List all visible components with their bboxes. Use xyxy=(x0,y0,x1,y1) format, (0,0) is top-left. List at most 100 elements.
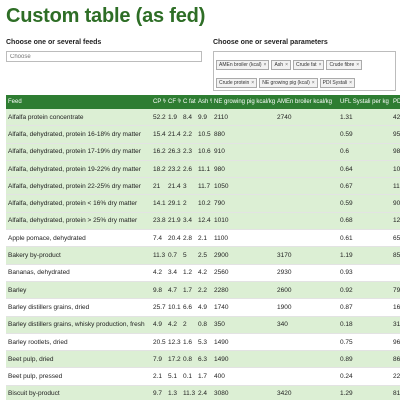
value-cell: 2.1 xyxy=(151,367,166,386)
feed-name-cell: Barley distillers grains, whisky product… xyxy=(6,316,151,334)
table-row[interactable]: Beet pulp, dried 7.9 17.2 0.8 6.3 1490 0.89 86 xyxy=(6,350,400,369)
value-cell: 0.61 xyxy=(338,229,391,248)
value-cell: 25.7 xyxy=(151,298,166,317)
table-row[interactable]: Beet pulp, pressed 2.1 5.1 0.1 1.7 400 0.24 22 xyxy=(6,367,400,386)
column-header[interactable]: AMEn broiler kcal/kg xyxy=(275,95,338,109)
value-cell: 0.7 xyxy=(166,246,181,265)
param-chip[interactable]: AMEn broiler (kcal) × xyxy=(216,60,270,70)
remove-chip-icon[interactable]: × xyxy=(318,62,322,68)
table-row[interactable]: Bakery by-product 11.3 0.7 5 2.5 2900 3170 1.19… xyxy=(6,246,400,265)
table-row[interactable]: Bananas, dehydrated 4.2 3.4 1.2 4.2 2560 2930 0… xyxy=(6,264,400,282)
feed-name-cell: Alfalfa, dehydrated, protein 19-22% dry … xyxy=(6,160,151,179)
value-cell: 7.4 xyxy=(151,229,166,248)
column-header[interactable]: CF % xyxy=(166,95,181,109)
feed-name-cell: Alfalfa, dehydrated, protein 17-19% dry … xyxy=(6,143,151,161)
value-cell: 2.8 xyxy=(181,229,196,248)
table-row[interactable]: Biscuit by-product 9.7 1.3 11.3 2.4 3080 3420 1… xyxy=(6,385,400,400)
value-cell: 2.2 xyxy=(181,125,196,144)
column-header[interactable]: NE growing pig kcal/kg xyxy=(212,95,275,109)
table-row[interactable]: Barley distillers grains, whisky product… xyxy=(6,316,400,334)
value-cell xyxy=(275,125,338,144)
feed-name-cell: Barley rootlets, dried xyxy=(6,333,151,352)
remove-chip-icon[interactable]: × xyxy=(311,80,315,86)
value-cell: 3080 xyxy=(212,385,275,400)
table-row[interactable]: Barley distillers grains, dried 25.7 10.1 6… xyxy=(6,298,400,317)
params-multiselect[interactable]: AMEn broiler (kcal) × Ash × Crude fat × Crude … xyxy=(213,51,396,106)
feeds-select-input[interactable] xyxy=(6,51,202,62)
value-cell: 1.3 xyxy=(166,385,181,400)
value-cell: 4.7 xyxy=(166,281,181,300)
value-cell: 21.4 xyxy=(166,125,181,144)
table-row[interactable]: Apple pomace, dehydrated 7.4 20.4 2.8 2.1 110… xyxy=(6,229,400,248)
table-row[interactable]: Alfalfa, dehydrated, protein > 25% dry m… xyxy=(6,212,400,231)
value-cell: 1010 xyxy=(212,212,275,231)
remove-chip-icon[interactable]: × xyxy=(285,62,288,68)
column-header[interactable]: CP % xyxy=(151,95,166,109)
feed-name-cell: Barley xyxy=(6,281,151,300)
remove-chip-icon[interactable]: × xyxy=(251,80,255,86)
table-row[interactable]: Alfalfa, dehydrated, protein 16-18% dry … xyxy=(6,125,400,144)
table-row[interactable]: Alfalfa, dehydrated, protein 17-19% dry … xyxy=(6,143,400,161)
param-chip[interactable]: Crude fibre × xyxy=(326,60,363,70)
value-cell: 29.1 xyxy=(166,194,181,213)
param-chip-label: NE growing pig (kcal) xyxy=(262,80,310,86)
column-header[interactable]: Ash % xyxy=(196,95,212,109)
table-row[interactable]: Alfalfa, dehydrated, protein 19-22% dry … xyxy=(6,160,400,179)
value-cell: 340 xyxy=(275,316,338,334)
value-cell: 2600 xyxy=(275,281,338,300)
value-cell: 9.9 xyxy=(196,109,212,127)
param-chip-label: PDI Systali xyxy=(322,80,348,86)
value-cell: 15.4 xyxy=(151,125,166,144)
param-chip[interactable]: PDI Systali × xyxy=(319,78,356,88)
table-row[interactable]: Alfalfa protein concentrate 52.2 1.9 8.4 9.9… xyxy=(6,109,400,127)
value-cell: 880 xyxy=(212,125,275,144)
value-cell: 90 xyxy=(391,194,400,213)
value-cell: 350 xyxy=(212,316,275,334)
table-row[interactable]: Barley 9.8 4.7 1.7 2.2 2280 2600 0.92 79 xyxy=(6,281,400,300)
value-cell: 0.64 xyxy=(338,160,391,179)
value-cell: 0.8 xyxy=(181,350,196,369)
value-cell: 1490 xyxy=(212,350,275,369)
param-chip[interactable]: Ash × xyxy=(271,60,291,70)
value-cell: 0.1 xyxy=(181,367,196,386)
value-cell xyxy=(275,177,338,196)
value-cell: 96 xyxy=(391,333,400,352)
value-cell: 129 xyxy=(391,212,400,231)
value-cell: 1.19 xyxy=(338,246,391,265)
value-cell: 12.4 xyxy=(196,212,212,231)
value-cell: 1.6 xyxy=(181,333,196,352)
value-cell: 1.2 xyxy=(181,264,196,282)
value-cell xyxy=(391,264,400,282)
value-cell: 1.31 xyxy=(338,109,391,127)
column-header[interactable]: UFL Systali per kg xyxy=(338,95,391,109)
remove-chip-icon[interactable]: × xyxy=(263,62,267,68)
table-row[interactable]: Barley rootlets, dried 20.5 12.3 1.6 5.3 1490… xyxy=(6,333,400,352)
value-cell: 2.6 xyxy=(181,160,196,179)
value-cell: 2 xyxy=(181,316,196,334)
value-cell: 0.87 xyxy=(338,298,391,317)
value-cell: 0.24 xyxy=(338,367,391,386)
column-header[interactable]: Feed xyxy=(6,95,151,109)
value-cell: 4.2 xyxy=(151,264,166,282)
column-header[interactable]: PDI Systali xyxy=(391,95,400,109)
column-header[interactable]: C fat % xyxy=(181,95,196,109)
value-cell: 95 xyxy=(391,125,400,144)
table-row[interactable]: Alfalfa, dehydrated, protein < 16% dry m… xyxy=(6,194,400,213)
value-cell: 1900 xyxy=(275,298,338,317)
param-chip[interactable]: Crude fat × xyxy=(292,60,325,70)
value-cell: 105 xyxy=(391,160,400,179)
value-cell: 26.3 xyxy=(166,143,181,161)
value-cell: 0.68 xyxy=(338,212,391,231)
value-cell: 11.7 xyxy=(196,177,212,196)
param-chip[interactable]: Crude protein × xyxy=(216,78,258,88)
value-cell xyxy=(275,143,338,161)
param-chip[interactable]: NE growing pig (kcal) × xyxy=(259,78,318,88)
value-cell: 0.92 xyxy=(338,281,391,300)
value-cell: 167 xyxy=(391,298,400,317)
value-cell: 1.29 xyxy=(338,385,391,400)
remove-chip-icon[interactable]: × xyxy=(356,62,360,68)
remove-chip-icon[interactable]: × xyxy=(349,80,353,86)
value-cell: 12.3 xyxy=(166,333,181,352)
table-row[interactable]: Alfalfa, dehydrated, protein 22-25% dry … xyxy=(6,177,400,196)
